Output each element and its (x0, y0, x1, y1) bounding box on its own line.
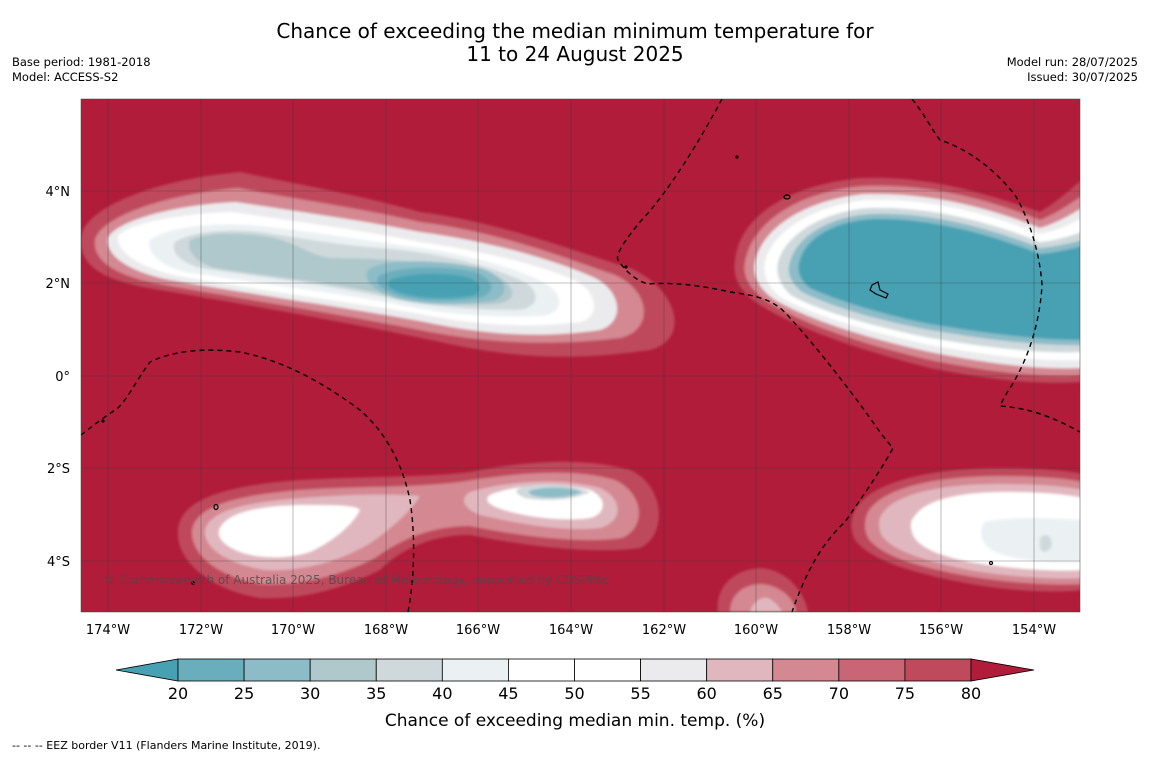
anomaly-region-south-east (851, 468, 1080, 592)
colorbar-tick-labels: 20 25 30 35 40 45 50 55 60 65 70 75 80 (168, 684, 981, 703)
colorbar-tick-label: 80 (961, 684, 981, 703)
lon-label: 156°W (919, 623, 963, 638)
base-period-text: Base period: 1981-2018 (12, 55, 151, 69)
map-frame (80, 98, 1081, 613)
issued-text: Issued: 30/07/2025 (1027, 70, 1138, 84)
lon-label: 172°W (179, 623, 223, 638)
lat-label: 0° (55, 370, 70, 385)
lon-label: 174°W (86, 623, 130, 638)
colorbar-title: Chance of exceeding median min. temp. (%… (385, 711, 765, 731)
colorbar-segment (772, 658, 840, 682)
colorbar-segment (441, 658, 509, 682)
colorbar-segment (838, 658, 906, 682)
model-run-text: Model run: 28/07/2025 (1006, 55, 1138, 69)
lon-label: 160°W (734, 623, 778, 638)
colorbar-tick-label: 45 (498, 684, 518, 703)
colorbar-tick-label: 40 (432, 684, 452, 703)
colorbar-segment (375, 658, 443, 682)
lat-label: 4°S (47, 555, 70, 570)
islands (101, 155, 994, 585)
colorbar-segment (177, 658, 245, 682)
anomaly-region-south-west (177, 461, 659, 599)
colorbar-low-extension (115, 658, 179, 682)
lon-label: 162°W (642, 623, 686, 638)
colorbar-segment (706, 658, 774, 682)
colorbar-segment (243, 658, 311, 682)
lon-label: 154°W (1012, 623, 1056, 638)
map-title-line1: Chance of exceeding the median minimum t… (276, 19, 874, 43)
colorbar-tick-label: 50 (564, 684, 584, 703)
colorbar-high-extension (970, 658, 1035, 682)
colorbar-segment (574, 658, 641, 682)
colorbar-tick-label: 65 (763, 684, 783, 703)
colorbar-segment (508, 658, 575, 682)
latitude-labels: 4°N 2°N 0° 2°S 4°S (46, 185, 71, 570)
eez-borders (81, 99, 1080, 612)
colorbar-tick-label: 55 (630, 684, 650, 703)
colorbar-segment (904, 658, 972, 682)
eez-footnote: -- -- -- EEZ border V11 (Flanders Marine… (12, 739, 321, 752)
model-text: Model: ACCESS-S2 (12, 70, 119, 84)
colorbar-tick-label: 25 (234, 684, 254, 703)
colorbar-segment (309, 658, 377, 682)
colorbar-tick-label: 30 (300, 684, 320, 703)
lat-label: 4°N (46, 185, 71, 200)
colorbar-tick-label: 75 (895, 684, 915, 703)
lat-label: 2°N (46, 277, 71, 292)
map-area: © Commonwealth of Australia 2025, Bureau… (81, 99, 1080, 612)
anomaly-region-south-central (717, 568, 808, 612)
lon-label: 168°W (364, 623, 408, 638)
lon-label: 164°W (549, 623, 593, 638)
graticule (81, 99, 1080, 612)
colorbar-tick-label: 35 (366, 684, 386, 703)
lat-label: 2°S (47, 462, 70, 477)
lon-label: 158°W (827, 623, 871, 638)
lon-label: 166°W (456, 623, 500, 638)
anomaly-region-north-east (734, 177, 1080, 383)
colorbar-tick-label: 70 (829, 684, 849, 703)
colorbar-tick-label: 20 (168, 684, 188, 703)
longitude-labels: 174°W 172°W 170°W 168°W 166°W 164°W 162°… (86, 623, 1056, 638)
colorbar (115, 658, 1035, 682)
colorbar-tick-label: 60 (696, 684, 716, 703)
copyright-text: © Commonwealth of Australia 2025, Bureau… (104, 573, 609, 587)
colorbar-segment (640, 658, 708, 682)
anomaly-region-north-west (81, 172, 675, 357)
lon-label: 170°W (271, 623, 315, 638)
map-title-line2: 11 to 24 August 2025 (466, 42, 684, 66)
